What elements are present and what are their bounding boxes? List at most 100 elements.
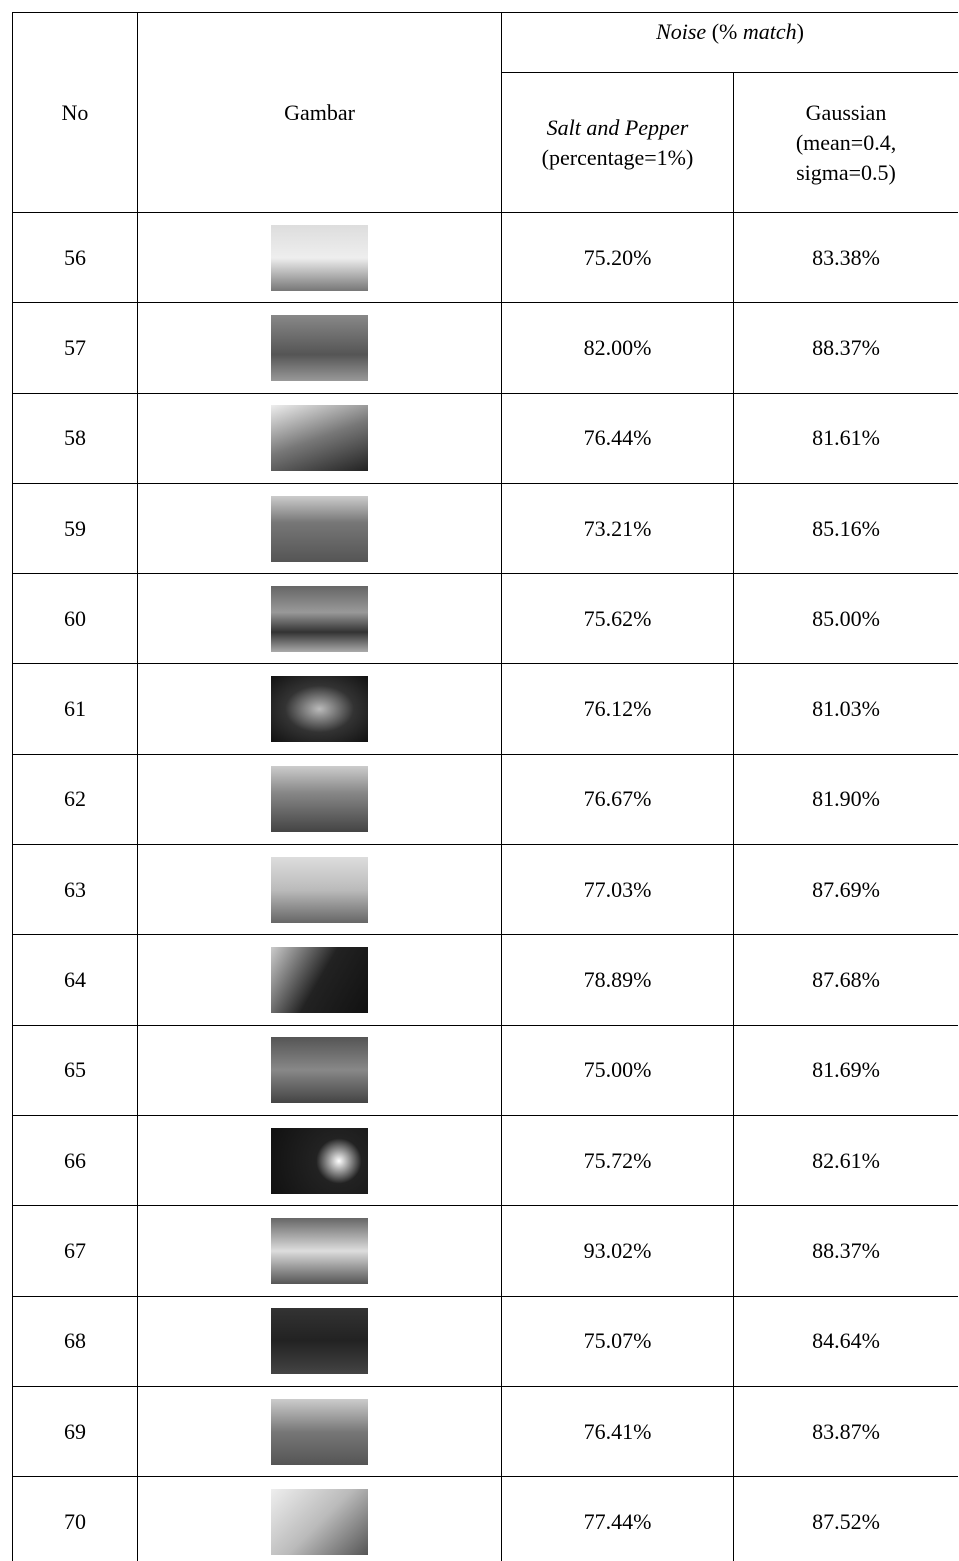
cell: 62 bbox=[12, 753, 138, 846]
cell: 93.02% bbox=[501, 1205, 734, 1297]
data-row: 63 77.03% 87.69% bbox=[12, 844, 958, 936]
cell bbox=[137, 1024, 502, 1116]
header-gaussian: sigma=0.5) bbox=[796, 159, 896, 185]
data-row: 61 76.12% 81.03% bbox=[12, 663, 958, 755]
header-row: No Gambar Noise (% match) bbox=[12, 12, 958, 213]
cell: 65 bbox=[12, 1024, 138, 1116]
thumbnail bbox=[271, 405, 368, 472]
thumbnail bbox=[271, 585, 368, 652]
cell bbox=[137, 482, 502, 575]
gaussian-match: 81.61% bbox=[812, 425, 880, 451]
cell bbox=[137, 1205, 502, 1297]
gaussian-match: 87.69% bbox=[812, 876, 880, 902]
cell: 81.03% bbox=[733, 663, 958, 755]
data-row: 65 75.00% 81.69% bbox=[12, 1024, 958, 1116]
salt-pepper-match: 75.07% bbox=[583, 1328, 652, 1354]
salt-pepper-match: 76.44% bbox=[583, 425, 652, 451]
cell bbox=[137, 1385, 502, 1478]
cell: 82.00% bbox=[501, 302, 734, 394]
cell: 68 bbox=[12, 1295, 138, 1387]
header-image: Gambar bbox=[284, 99, 355, 125]
row-number: 66 bbox=[64, 1147, 86, 1173]
cell: 58 bbox=[12, 392, 138, 484]
gaussian-match: 81.90% bbox=[812, 786, 880, 812]
cell: 76.67% bbox=[501, 753, 734, 846]
gaussian-match: 87.52% bbox=[812, 1508, 880, 1534]
row-number: 59 bbox=[64, 515, 86, 541]
cell bbox=[137, 573, 502, 665]
row-number: 62 bbox=[64, 786, 86, 812]
data-row: 56 75.20% 83.38% bbox=[12, 211, 958, 304]
data-row: 64 78.89% 87.68% bbox=[12, 934, 958, 1026]
row-number: 56 bbox=[64, 244, 86, 270]
salt-pepper-match: 93.02% bbox=[583, 1237, 652, 1263]
salt-pepper-match: 76.12% bbox=[583, 696, 652, 722]
header-no: No bbox=[61, 99, 89, 125]
salt-pepper-match: 76.41% bbox=[583, 1418, 652, 1444]
cell: 81.61% bbox=[733, 392, 958, 484]
header-salt-pepper: Salt and Pepper bbox=[546, 114, 689, 140]
salt-pepper-match: 75.72% bbox=[583, 1147, 652, 1173]
cell: 83.87% bbox=[733, 1385, 958, 1478]
cell: 87.52% bbox=[733, 1476, 958, 1561]
data-row: 57 82.00% 88.37% bbox=[12, 302, 958, 394]
thumbnail bbox=[271, 1037, 368, 1104]
row-number: 67 bbox=[64, 1237, 86, 1263]
cell: 78.89% bbox=[501, 934, 734, 1026]
salt-pepper-match: 73.21% bbox=[583, 515, 652, 541]
thumbnail bbox=[271, 1127, 368, 1194]
cell bbox=[137, 211, 502, 304]
data-row: 59 73.21% 85.16% bbox=[12, 482, 958, 575]
cell: 84.64% bbox=[733, 1295, 958, 1387]
cell: 81.69% bbox=[733, 1024, 958, 1116]
header-cell: Gaussian (mean=0.4, sigma=0.5) bbox=[733, 72, 958, 213]
data-row: 67 93.02% 88.37% bbox=[12, 1205, 958, 1297]
thumbnail bbox=[271, 1488, 368, 1555]
cell: 75.72% bbox=[501, 1114, 734, 1207]
row-number: 65 bbox=[64, 1057, 86, 1083]
row-number: 69 bbox=[64, 1418, 86, 1444]
cell: 87.68% bbox=[733, 934, 958, 1026]
header-noise: Noise bbox=[656, 19, 707, 44]
cell: 57 bbox=[12, 302, 138, 394]
row-number: 64 bbox=[64, 967, 86, 993]
cell bbox=[137, 934, 502, 1026]
salt-pepper-match: 78.89% bbox=[583, 967, 652, 993]
gaussian-match: 88.37% bbox=[812, 334, 880, 360]
thumbnail bbox=[271, 856, 368, 923]
gaussian-match: 88.37% bbox=[812, 1237, 880, 1263]
header-gaussian: (mean=0.4, bbox=[795, 129, 897, 155]
header-cell: Gambar bbox=[137, 12, 502, 213]
row-number: 70 bbox=[64, 1508, 86, 1534]
cell bbox=[137, 1295, 502, 1387]
cell bbox=[137, 663, 502, 755]
row-number: 58 bbox=[64, 425, 86, 451]
salt-pepper-match: 75.20% bbox=[583, 244, 652, 270]
salt-pepper-match: 75.00% bbox=[583, 1057, 652, 1083]
gaussian-match: 85.00% bbox=[812, 605, 880, 631]
gaussian-match: 84.64% bbox=[812, 1328, 880, 1354]
cell: 70 bbox=[12, 1476, 138, 1561]
cell: 56 bbox=[12, 211, 138, 304]
data-row: 69 76.41% 83.87% bbox=[12, 1385, 958, 1478]
cell bbox=[137, 302, 502, 394]
data-row: 70 77.44% 87.52% bbox=[12, 1476, 958, 1561]
cell: 85.16% bbox=[733, 482, 958, 575]
cell: 75.62% bbox=[501, 573, 734, 665]
header-cell: No bbox=[12, 12, 138, 213]
thumbnail bbox=[271, 947, 368, 1014]
cell: 61 bbox=[12, 663, 138, 755]
cell: 67 bbox=[12, 1205, 138, 1297]
cell bbox=[137, 392, 502, 484]
salt-pepper-match: 75.62% bbox=[583, 605, 652, 631]
cell: 76.41% bbox=[501, 1385, 734, 1478]
gaussian-match: 85.16% bbox=[812, 515, 880, 541]
cell: 83.38% bbox=[733, 211, 958, 304]
gaussian-match: 83.38% bbox=[812, 244, 880, 270]
cell: 75.07% bbox=[501, 1295, 734, 1387]
data-row: 62 76.67% 81.90% bbox=[12, 753, 958, 846]
data-row: 58 76.44% 81.61% bbox=[12, 392, 958, 484]
cell bbox=[137, 844, 502, 936]
header-noise: ) bbox=[796, 19, 804, 44]
